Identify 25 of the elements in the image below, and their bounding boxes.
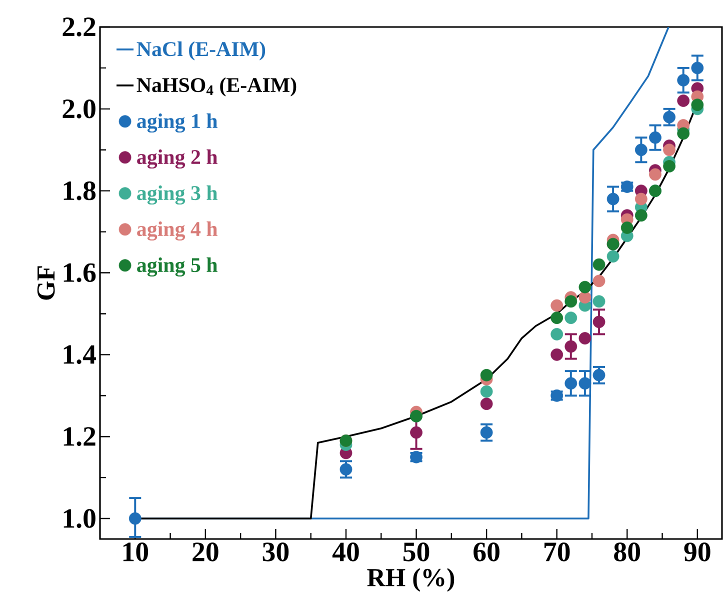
x-axis-title: RH (%) [367,568,454,592]
y-tick-label: 1.2 [64,427,96,446]
legend-label: aging 4 h [137,221,218,241]
y-tick-label: 2.2 [62,18,96,36]
x-tick-label: 50 [403,542,430,562]
legend-label: NaHSO$_{4}$ (E-AIM) [136,77,296,96]
y-axis-title: GF [37,266,55,300]
y-tick-label: 1.4 [64,345,96,364]
legend-label: aging 5 h [137,257,218,277]
x-tick-label: 10 [123,542,148,562]
legend-label: NaCl (E-AIM) [136,41,266,60]
legend-label: aging 2 h [137,149,218,169]
y-tick-label: 1.6 [64,263,96,282]
x-tick-label: 90 [684,542,710,562]
legend-label: aging 3 h [137,185,218,205]
x-tick-label: 40 [332,542,359,562]
x-tick-label: 80 [614,542,640,562]
legend-label: aging 1 h [137,113,218,133]
x-tick-label: 20 [192,542,218,562]
y-tick-label: 1.0 [64,509,96,528]
y-tick-label: 1.8 [64,181,96,200]
y-tick-label: 2.0 [62,99,96,118]
x-tick-label: 30 [262,542,289,562]
x-tick-label: 70 [544,542,570,562]
x-tick-label: 60 [474,542,500,562]
